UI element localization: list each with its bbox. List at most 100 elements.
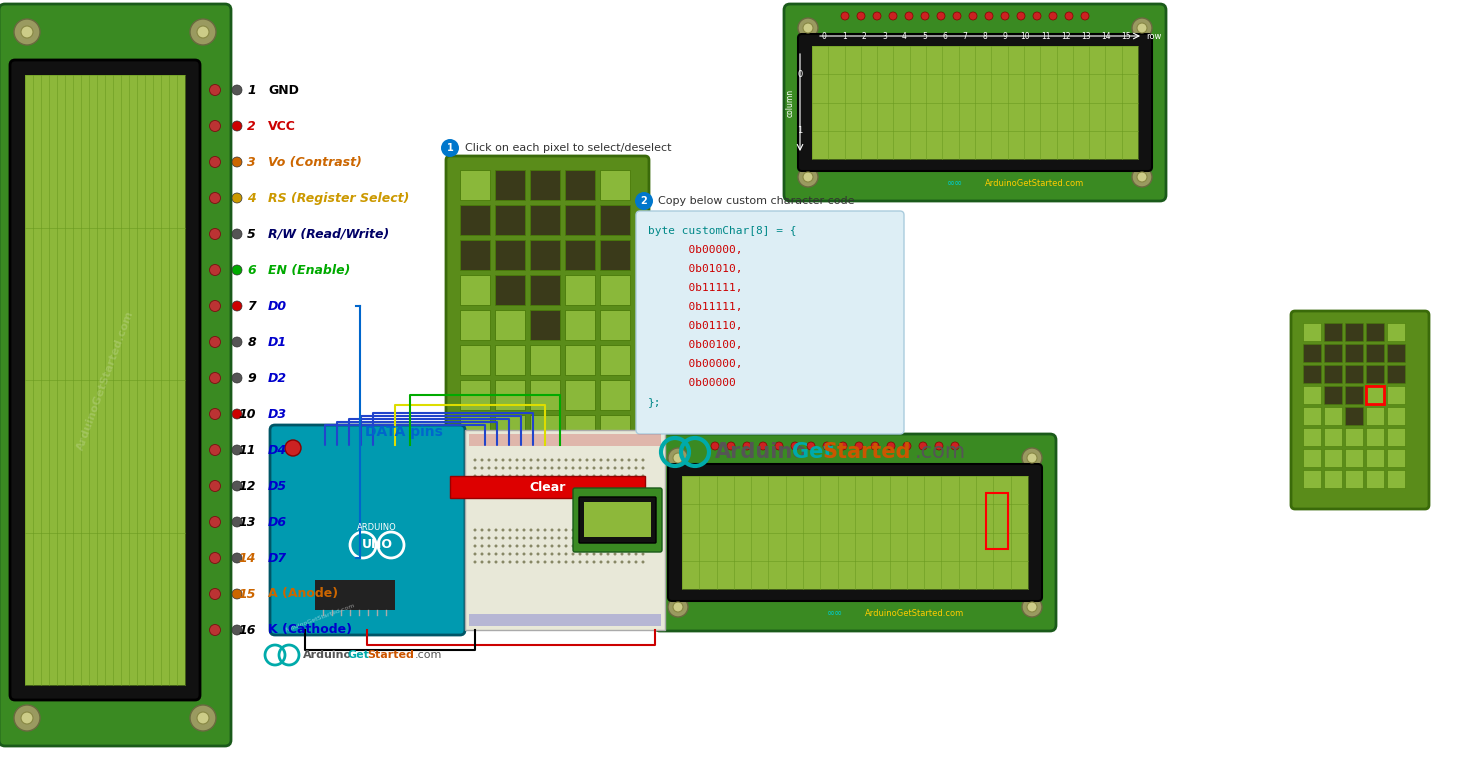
Bar [450, 476, 645, 498]
Circle shape [872, 442, 879, 450]
Text: EN (Enable): EN (Enable) [268, 263, 351, 276]
Circle shape [210, 228, 221, 240]
Circle shape [530, 529, 533, 532]
Text: A (Anode): A (Anode) [268, 588, 337, 600]
Bar [494, 310, 525, 340]
Circle shape [599, 482, 602, 485]
Bar [1345, 470, 1363, 488]
Circle shape [481, 491, 484, 494]
Bar [494, 415, 525, 445]
Text: DATA pins: DATA pins [366, 425, 443, 439]
Circle shape [210, 445, 221, 456]
Circle shape [487, 536, 490, 539]
Bar [1366, 449, 1384, 467]
Circle shape [509, 545, 512, 548]
Circle shape [571, 482, 574, 485]
Bar [530, 345, 559, 375]
Bar [1366, 386, 1384, 404]
Circle shape [558, 545, 561, 548]
Circle shape [474, 459, 477, 462]
Bar [1345, 386, 1363, 404]
Circle shape [641, 561, 644, 564]
Bar [1366, 386, 1384, 404]
Circle shape [210, 624, 221, 636]
Bar [530, 240, 559, 270]
Bar [1345, 365, 1363, 383]
Circle shape [579, 466, 582, 469]
Bar [1345, 344, 1363, 362]
Circle shape [641, 552, 644, 555]
Circle shape [487, 491, 490, 494]
Text: 6: 6 [247, 263, 256, 276]
Circle shape [551, 545, 554, 548]
Circle shape [1023, 448, 1042, 468]
Text: RS (Register Select): RS (Register Select) [268, 192, 410, 204]
Circle shape [607, 529, 610, 532]
Circle shape [887, 442, 895, 450]
Circle shape [522, 561, 525, 564]
Circle shape [502, 475, 505, 478]
Text: Click on each pixel to select/deselect: Click on each pixel to select/deselect [465, 143, 672, 153]
Text: Vo (Contrast): Vo (Contrast) [268, 156, 363, 169]
Text: 13: 13 [1080, 31, 1091, 40]
Text: GND: GND [268, 83, 299, 96]
Bar [599, 275, 630, 305]
Circle shape [502, 552, 505, 555]
Circle shape [474, 545, 477, 548]
Circle shape [571, 561, 574, 564]
Circle shape [564, 545, 567, 548]
Circle shape [804, 172, 813, 182]
Circle shape [921, 12, 929, 20]
Circle shape [481, 459, 484, 462]
Circle shape [232, 337, 243, 347]
Text: 10: 10 [1021, 31, 1030, 40]
Circle shape [210, 372, 221, 384]
Text: VCC: VCC [268, 120, 296, 133]
Bar [1302, 323, 1322, 341]
Circle shape [1049, 12, 1057, 20]
Circle shape [635, 459, 638, 462]
Circle shape [210, 552, 221, 564]
Circle shape [515, 475, 518, 478]
Text: R/W (Read/Write): R/W (Read/Write) [268, 227, 389, 240]
Circle shape [515, 466, 518, 469]
Circle shape [790, 442, 799, 450]
Circle shape [641, 545, 644, 548]
Circle shape [592, 491, 595, 494]
Circle shape [494, 475, 497, 478]
Circle shape [614, 536, 617, 539]
Bar [1387, 449, 1405, 467]
Text: 9: 9 [1003, 31, 1008, 40]
Circle shape [530, 459, 533, 462]
Bar [1366, 365, 1384, 383]
Text: 9: 9 [247, 372, 256, 385]
Bar [1387, 407, 1405, 425]
Circle shape [586, 459, 589, 462]
Circle shape [614, 529, 617, 532]
Circle shape [502, 536, 505, 539]
Circle shape [798, 167, 818, 187]
Circle shape [620, 552, 623, 555]
Text: UNO: UNO [361, 539, 392, 552]
Circle shape [232, 121, 243, 131]
Circle shape [558, 536, 561, 539]
Circle shape [522, 482, 525, 485]
Circle shape [522, 529, 525, 532]
Circle shape [620, 491, 623, 494]
Bar [460, 205, 490, 235]
Circle shape [635, 561, 638, 564]
Text: ARDUINO: ARDUINO [357, 523, 397, 532]
Circle shape [481, 561, 484, 564]
Text: ArduinoGetStarted.com: ArduinoGetStarted.com [75, 309, 135, 451]
Circle shape [502, 459, 505, 462]
FancyBboxPatch shape [573, 488, 662, 552]
Circle shape [537, 561, 540, 564]
Circle shape [592, 529, 595, 532]
Circle shape [522, 536, 525, 539]
Circle shape [586, 536, 589, 539]
Circle shape [579, 552, 582, 555]
Circle shape [607, 459, 610, 462]
Bar [1325, 407, 1342, 425]
Circle shape [515, 459, 518, 462]
Circle shape [474, 536, 477, 539]
